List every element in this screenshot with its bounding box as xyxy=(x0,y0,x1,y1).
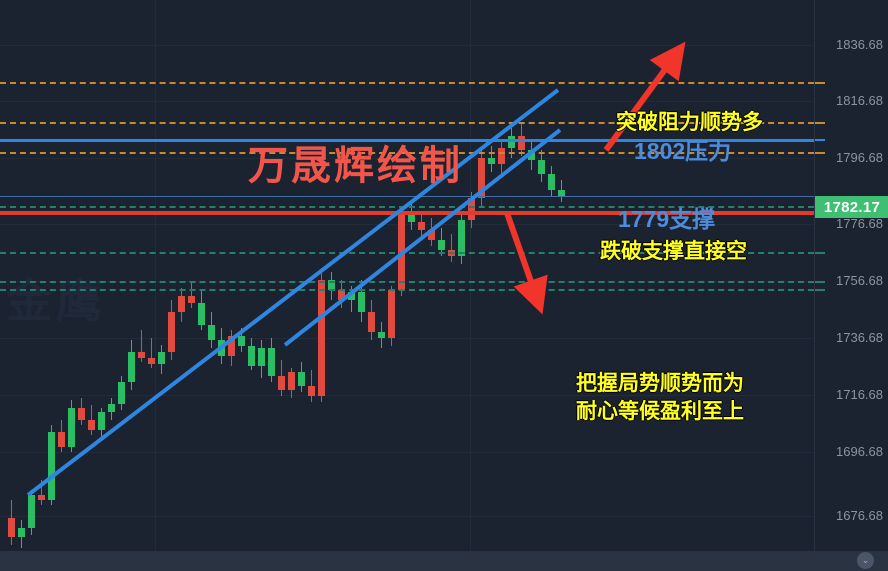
author-signature-watermark: 万晟辉绘制 xyxy=(248,144,463,188)
price-axis-level-mark xyxy=(815,289,825,291)
price-axis-level-mark xyxy=(815,281,825,283)
support-line-1779[interactable] xyxy=(0,211,814,215)
arrows-group xyxy=(504,41,686,315)
annotation-trading-advice: 把握局势顺势而为 耐心等候盈利至上 xyxy=(576,370,744,427)
price-axis-tick: 1796.68 xyxy=(836,150,883,165)
trendlines-group xyxy=(26,88,562,497)
upper-channel-line[interactable] xyxy=(26,88,560,497)
resistance-dashed-upper[interactable] xyxy=(0,82,814,84)
advice-line-1: 把握局势顺势而为 xyxy=(576,372,744,395)
drawings-overlay xyxy=(26,41,686,497)
pressure-line-1802[interactable] xyxy=(0,139,814,142)
price-axis-tick: 1736.68 xyxy=(836,330,883,345)
price-axis-level-mark xyxy=(815,82,825,84)
support-dashed-green-3[interactable] xyxy=(0,281,814,283)
chart-footer-bar xyxy=(0,551,888,571)
annotation-breakout-long: 突破阻力顺势多 xyxy=(616,111,763,134)
chevron-down-icon[interactable]: ⌄ xyxy=(857,552,874,569)
grid-line xyxy=(0,338,814,339)
price-axis[interactable]: 1836.68 1816.68 1796.68 1776.68 1756.68 1736.… xyxy=(814,0,888,551)
annotation-breakdown-short: 跌破支撑直接空 xyxy=(600,240,747,263)
price-axis-tick: 1676.68 xyxy=(836,508,883,523)
grid-line xyxy=(0,452,814,453)
grid-line xyxy=(155,0,156,551)
grid-line xyxy=(0,516,814,517)
price-axis-level-mark xyxy=(815,139,825,141)
background-watermark: 金鹰 xyxy=(6,275,106,327)
grid-line xyxy=(0,395,814,396)
grid-line xyxy=(0,224,814,225)
support-dashed-green-2[interactable] xyxy=(0,252,814,254)
price-axis-tick: 1776.68 xyxy=(836,216,883,231)
annotation-support-1779: 1779支撑 xyxy=(618,206,716,232)
advice-line-2: 耐心等候盈利至上 xyxy=(576,400,744,424)
annotation-pressure-1802: 1802压力 xyxy=(634,138,732,164)
grid-line xyxy=(0,45,814,46)
bearish-breakdown-arrow[interactable] xyxy=(504,212,548,315)
price-axis-level-mark xyxy=(815,152,825,154)
grid-line xyxy=(0,101,814,102)
price-axis-level-mark xyxy=(815,122,825,124)
price-axis-tick: 1816.68 xyxy=(836,93,883,108)
price-axis-tick: 1756.68 xyxy=(836,273,883,288)
price-axis-level-mark xyxy=(815,252,825,254)
resistance-dashed-mid[interactable] xyxy=(0,122,814,124)
price-axis-tick: 1696.68 xyxy=(836,444,883,459)
grid-line xyxy=(470,0,471,551)
last-price-tag: 1782.17 xyxy=(815,196,888,218)
bullish-breakout-arrow[interactable] xyxy=(603,41,686,152)
support-dashed-green-4[interactable] xyxy=(0,289,814,291)
grid-line xyxy=(0,158,814,159)
price-axis-tick: 1836.68 xyxy=(836,37,883,52)
resistance-dashed-lower[interactable] xyxy=(0,152,814,154)
price-axis-tick: 1716.68 xyxy=(836,387,883,402)
lower-channel-line[interactable] xyxy=(283,128,562,347)
minor-blue-line[interactable] xyxy=(0,196,814,197)
price-chart-plot[interactable]: 金鹰 万晟辉绘制 突破阻力顺势多 1802压力 xyxy=(0,0,814,551)
